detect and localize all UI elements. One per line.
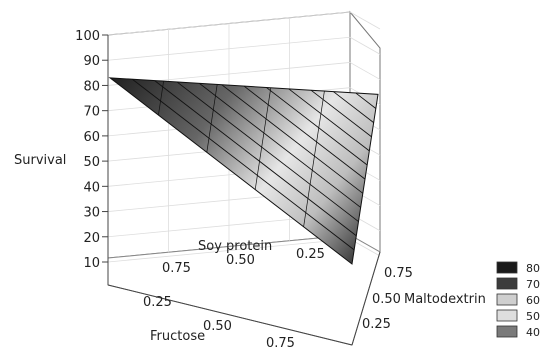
maltodextrin-axis <box>351 251 381 346</box>
fructose-tick-1: 0.25 <box>143 295 172 310</box>
soy-protein-axis-label: Soy protein <box>198 239 272 254</box>
soy-tick-2: 0.50 <box>226 253 255 268</box>
surface-mesh-line <box>221 84 364 194</box>
legend-label: 60 <box>526 294 540 307</box>
z-gridline-right <box>349 62 381 80</box>
z-tick-label: 30 <box>83 206 100 221</box>
legend-label: 50 <box>526 310 540 323</box>
surface-mesh-line <box>310 89 372 138</box>
surface-mesh-line <box>254 87 272 190</box>
legend: 80 70 60 50 40 <box>496 261 540 339</box>
z-tick-label: 90 <box>83 54 100 69</box>
legend-label: 40 <box>526 326 540 339</box>
surface-mesh-line <box>303 90 325 227</box>
surface-mesh-line <box>333 91 374 123</box>
z-tick-label: 100 <box>75 29 100 44</box>
surface-mesh-line <box>355 92 377 109</box>
z-tick-label: 70 <box>83 105 100 120</box>
legend-label: 70 <box>526 278 540 291</box>
legend-swatch <box>496 277 518 290</box>
z-tick-label: 40 <box>83 180 100 195</box>
soy-tick-1: 0.75 <box>162 261 191 276</box>
surface-mesh-line <box>199 82 361 208</box>
fructose-tick-2: 0.50 <box>203 319 232 334</box>
z-gridline-right <box>349 36 381 55</box>
z-ticks: 10 20 30 40 50 60 70 80 90 100 <box>75 29 108 271</box>
surface-mesh-line <box>158 81 164 116</box>
legend-swatch <box>496 309 518 322</box>
z-gridline <box>107 238 351 263</box>
z-tick-label: 80 <box>83 79 100 94</box>
surface-mesh-line <box>176 81 359 222</box>
survival-axis-label: Survival <box>14 153 66 168</box>
surface-mesh-line <box>206 84 218 153</box>
fructose-axis-label: Fructose <box>150 329 205 344</box>
maltodextrin-tick-2: 0.50 <box>372 292 401 307</box>
z-tick-label: 50 <box>83 155 100 170</box>
surface-mesh-line <box>243 85 366 180</box>
maltodextrin-tick-3: 0.25 <box>362 317 391 332</box>
legend-swatch <box>496 261 518 274</box>
surface-mesh-line <box>132 78 355 251</box>
surface-mesh-line <box>266 87 368 166</box>
response-surface <box>108 77 379 265</box>
maltodextrin-axis-label: Maltodextrin <box>404 292 486 307</box>
soy-tick-3: 0.25 <box>296 247 325 262</box>
z-tick-label: 20 <box>83 231 100 246</box>
legend-swatch <box>496 325 518 338</box>
legend-label: 80 <box>526 262 540 275</box>
fructose-tick-3: 0.75 <box>266 336 295 350</box>
maltodextrin-tick-1: 0.75 <box>384 266 413 281</box>
surface-mesh-line <box>154 80 357 237</box>
z-gridline-right <box>349 11 381 30</box>
surface-mesh-line <box>288 88 370 152</box>
z-tick-label: 10 <box>83 256 100 271</box>
legend-swatch <box>496 293 518 306</box>
z-tick-label: 60 <box>83 130 100 145</box>
fructose-axis <box>107 284 353 346</box>
